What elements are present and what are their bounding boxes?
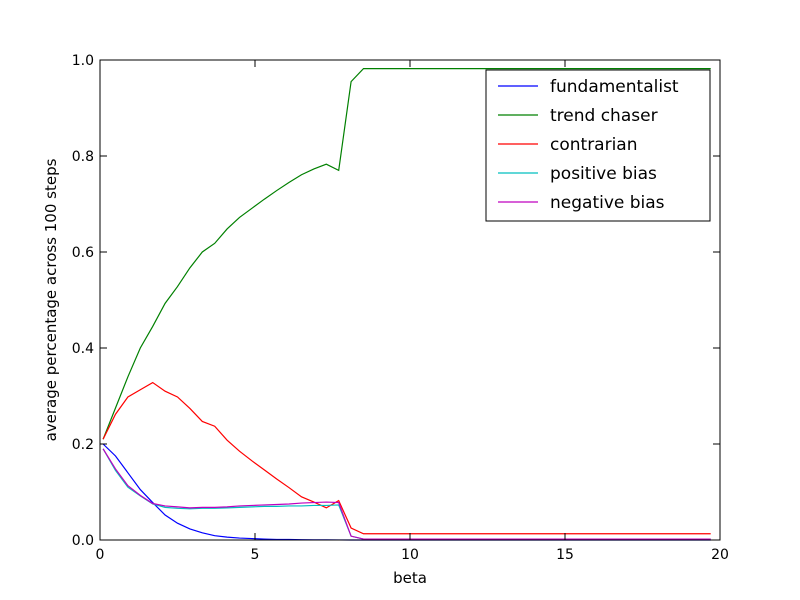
ticks-layer: 0 5 10 15 20 0.0 0.2 0.4 0.6 0.8 1.0 — [72, 53, 729, 563]
series-line-trend-chaser — [102, 68, 711, 440]
y-tick-label: 0.4 — [72, 341, 94, 357]
y-tick-label: 0.0 — [72, 533, 94, 549]
y-tick-label: 0.6 — [72, 245, 94, 261]
legend-label: contrarian — [550, 135, 638, 155]
legend-label: positive bias — [550, 164, 657, 184]
y-tick-label: 1.0 — [72, 53, 94, 69]
x-tick-label: 10 — [401, 547, 419, 563]
x-tick-label: 15 — [556, 547, 574, 563]
x-tick-label: 20 — [711, 547, 729, 563]
y-axis-label: average percentage across 100 steps — [42, 158, 60, 441]
legend: fundamentalist trend chaser contrarian posi… — [485, 69, 711, 222]
x-axis-label: beta — [393, 569, 427, 587]
series-line-contrarian — [102, 381, 711, 535]
legend-label: negative bias — [550, 193, 665, 213]
y-tick-label: 0.8 — [72, 149, 94, 165]
series-line-negative-bias — [102, 448, 711, 540]
y-tick-label: 0.2 — [72, 437, 94, 453]
legend-label: fundamentalist — [550, 77, 679, 97]
legend-box — [485, 69, 711, 222]
x-tick-label: 0 — [96, 547, 105, 563]
legend-label: trend chaser — [550, 106, 658, 126]
x-tick-label: 5 — [251, 547, 260, 563]
